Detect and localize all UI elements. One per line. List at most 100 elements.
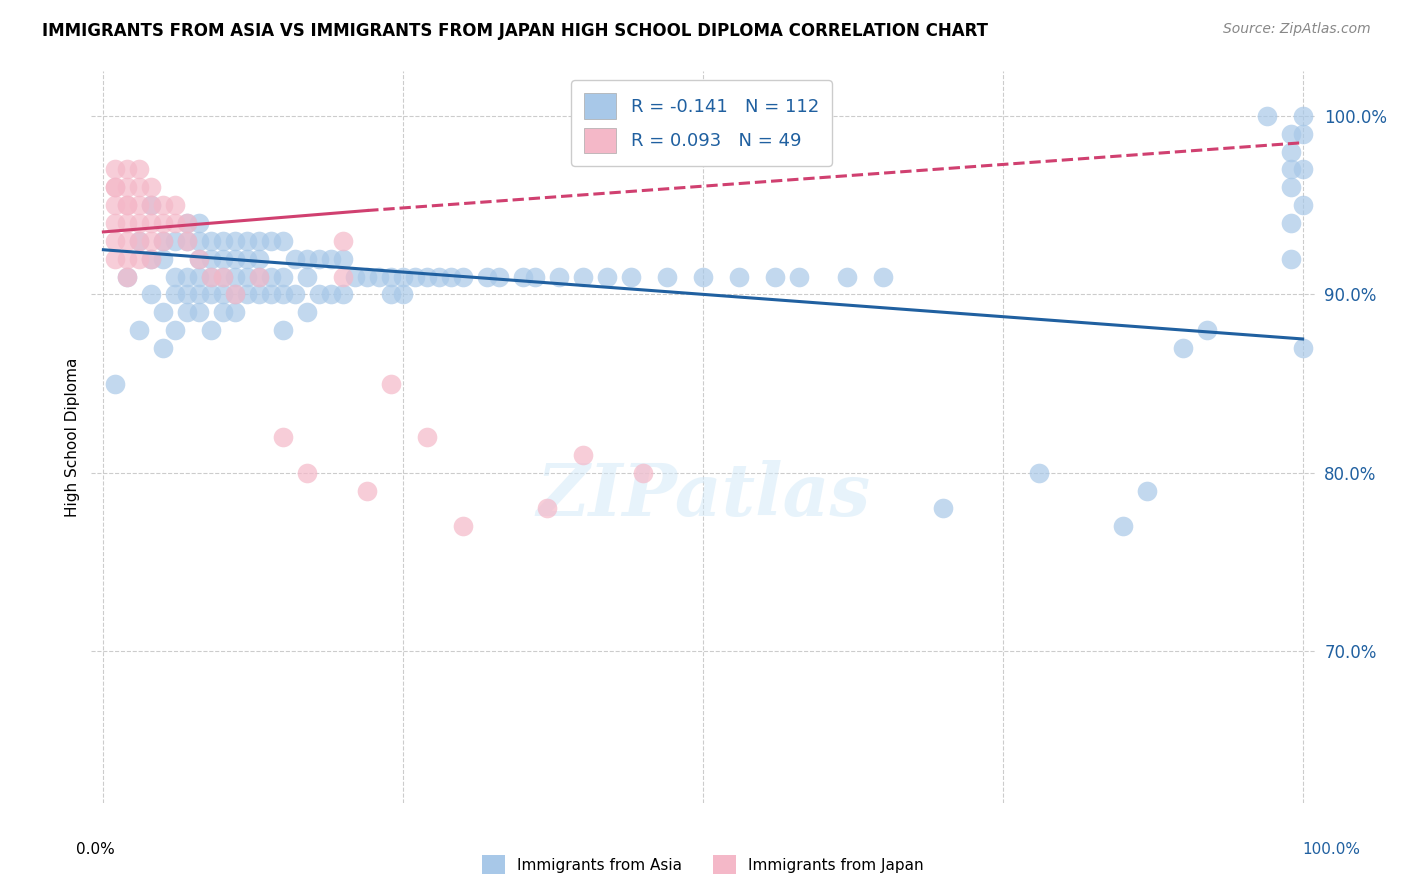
Point [117,234,139,248]
Point [212,269,235,284]
Point [104,252,127,266]
Point [1279,145,1302,159]
Point [176,287,198,301]
Point [451,269,474,284]
Point [321,287,343,301]
Point [332,252,354,266]
Point [404,269,426,284]
Point [104,198,127,212]
Point [260,269,283,284]
Point [1171,341,1194,355]
Point [224,252,246,266]
Point [176,216,198,230]
Point [271,269,294,284]
Point [165,269,187,284]
Point [212,287,235,301]
Point [1291,109,1313,123]
Text: Source: ZipAtlas.com: Source: ZipAtlas.com [1223,22,1371,37]
Point [692,269,714,284]
Point [128,234,150,248]
Point [104,180,127,194]
Point [1256,109,1278,123]
Point [176,234,198,248]
Point [141,252,163,266]
Point [117,216,139,230]
Point [165,198,187,212]
Point [152,252,174,266]
Point [271,323,294,337]
Point [536,501,558,516]
Point [451,519,474,533]
Point [200,287,222,301]
Point [271,430,294,444]
Point [176,216,198,230]
Point [392,269,415,284]
Point [1279,180,1302,194]
Point [835,269,858,284]
Point [236,234,259,248]
Point [188,305,211,319]
Point [141,216,163,230]
Point [128,234,150,248]
Point [165,287,187,301]
Point [247,234,270,248]
Point [200,269,222,284]
Point [176,234,198,248]
Point [188,252,211,266]
Point [548,269,571,284]
Point [392,287,415,301]
Point [284,287,307,301]
Point [440,269,463,284]
Point [524,269,547,284]
Point [141,180,163,194]
Point [224,305,246,319]
Point [1136,483,1159,498]
Point [224,269,246,284]
Legend: Immigrants from Asia, Immigrants from Japan: Immigrants from Asia, Immigrants from Ja… [477,849,929,880]
Point [117,252,139,266]
Point [200,234,222,248]
Point [247,269,270,284]
Point [152,234,174,248]
Point [416,269,439,284]
Point [297,269,319,284]
Point [332,269,354,284]
Point [271,287,294,301]
Point [247,287,270,301]
Point [271,234,294,248]
Legend: R = -0.141   N = 112, R = 0.093   N = 49: R = -0.141 N = 112, R = 0.093 N = 49 [571,80,832,166]
Point [200,323,222,337]
Point [141,287,163,301]
Point [247,269,270,284]
Point [141,198,163,212]
Point [117,198,139,212]
Point [787,269,810,284]
Point [128,162,150,177]
Point [200,252,222,266]
Point [655,269,678,284]
Point [1291,162,1313,177]
Point [1279,252,1302,266]
Point [117,269,139,284]
Point [1195,323,1218,337]
Point [356,269,378,284]
Point [297,252,319,266]
Point [308,287,330,301]
Point [247,252,270,266]
Point [427,269,450,284]
Point [260,287,283,301]
Point [332,234,354,248]
Point [176,269,198,284]
Point [763,269,786,284]
Point [631,466,654,480]
Point [728,269,751,284]
Point [488,269,510,284]
Point [1291,341,1313,355]
Point [104,162,127,177]
Point [128,216,150,230]
Point [152,305,174,319]
Point [297,466,319,480]
Point [117,180,139,194]
Point [321,252,343,266]
Point [188,216,211,230]
